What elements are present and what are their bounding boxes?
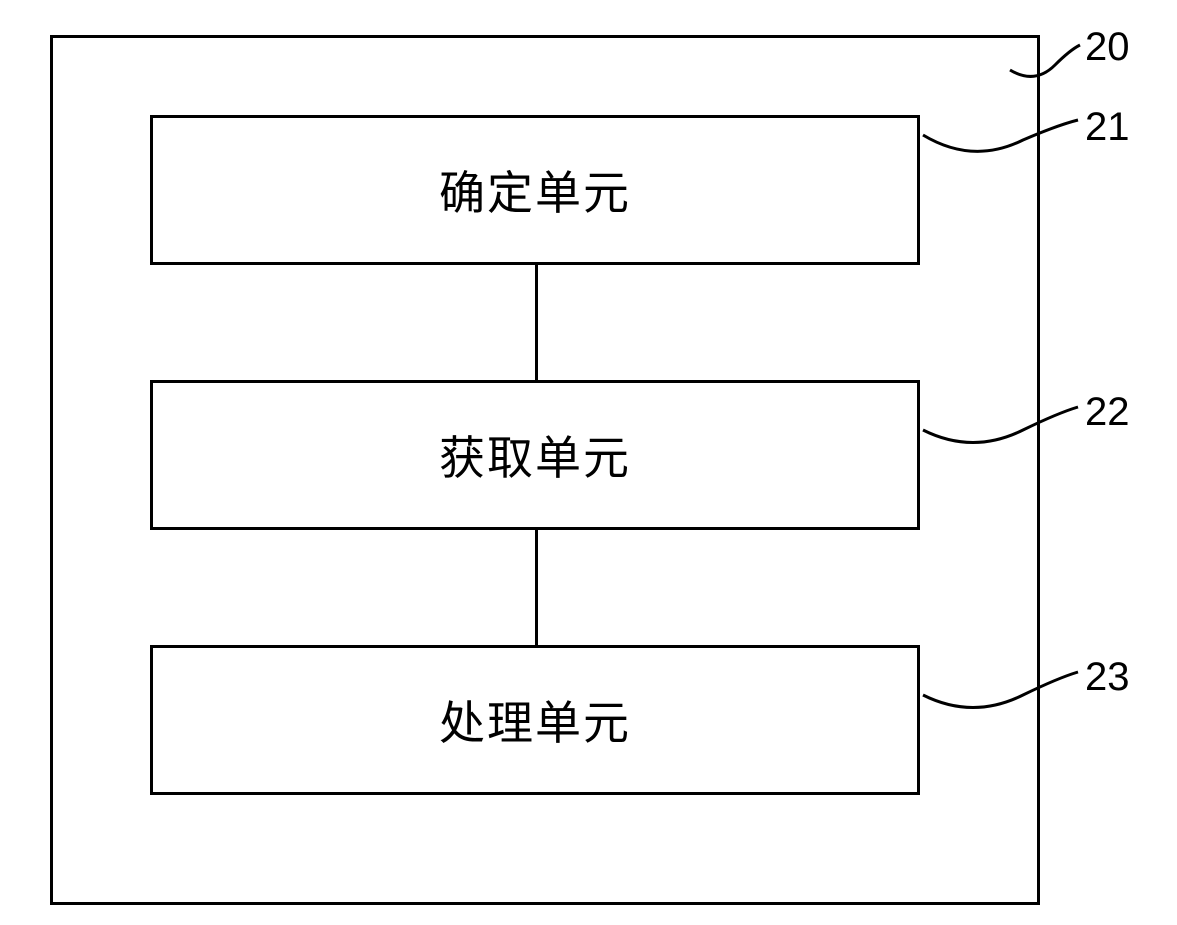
connector-1-2 bbox=[535, 265, 538, 380]
callout-label-21: 21 bbox=[1085, 105, 1130, 150]
block-determination-unit: 确定单元 bbox=[150, 115, 920, 265]
callout-curve-23 bbox=[918, 660, 1083, 720]
callout-curve-21 bbox=[918, 110, 1083, 170]
block-3-label: 处理单元 bbox=[439, 687, 631, 753]
callout-label-22: 22 bbox=[1085, 390, 1130, 435]
ref-20-text: 20 bbox=[1085, 25, 1130, 69]
block-2-label: 获取单元 bbox=[439, 422, 631, 488]
ref-23-text: 23 bbox=[1085, 655, 1130, 699]
callout-label-20: 20 bbox=[1085, 25, 1130, 70]
callout-curve-20 bbox=[1005, 40, 1085, 90]
block-processing-unit: 处理单元 bbox=[150, 645, 920, 795]
callout-curve-22 bbox=[918, 395, 1083, 455]
ref-22-text: 22 bbox=[1085, 390, 1130, 434]
connector-2-3 bbox=[535, 530, 538, 645]
callout-label-23: 23 bbox=[1085, 655, 1130, 700]
block-1-label: 确定单元 bbox=[439, 157, 631, 223]
ref-21-text: 21 bbox=[1085, 105, 1130, 149]
block-acquisition-unit: 获取单元 bbox=[150, 380, 920, 530]
